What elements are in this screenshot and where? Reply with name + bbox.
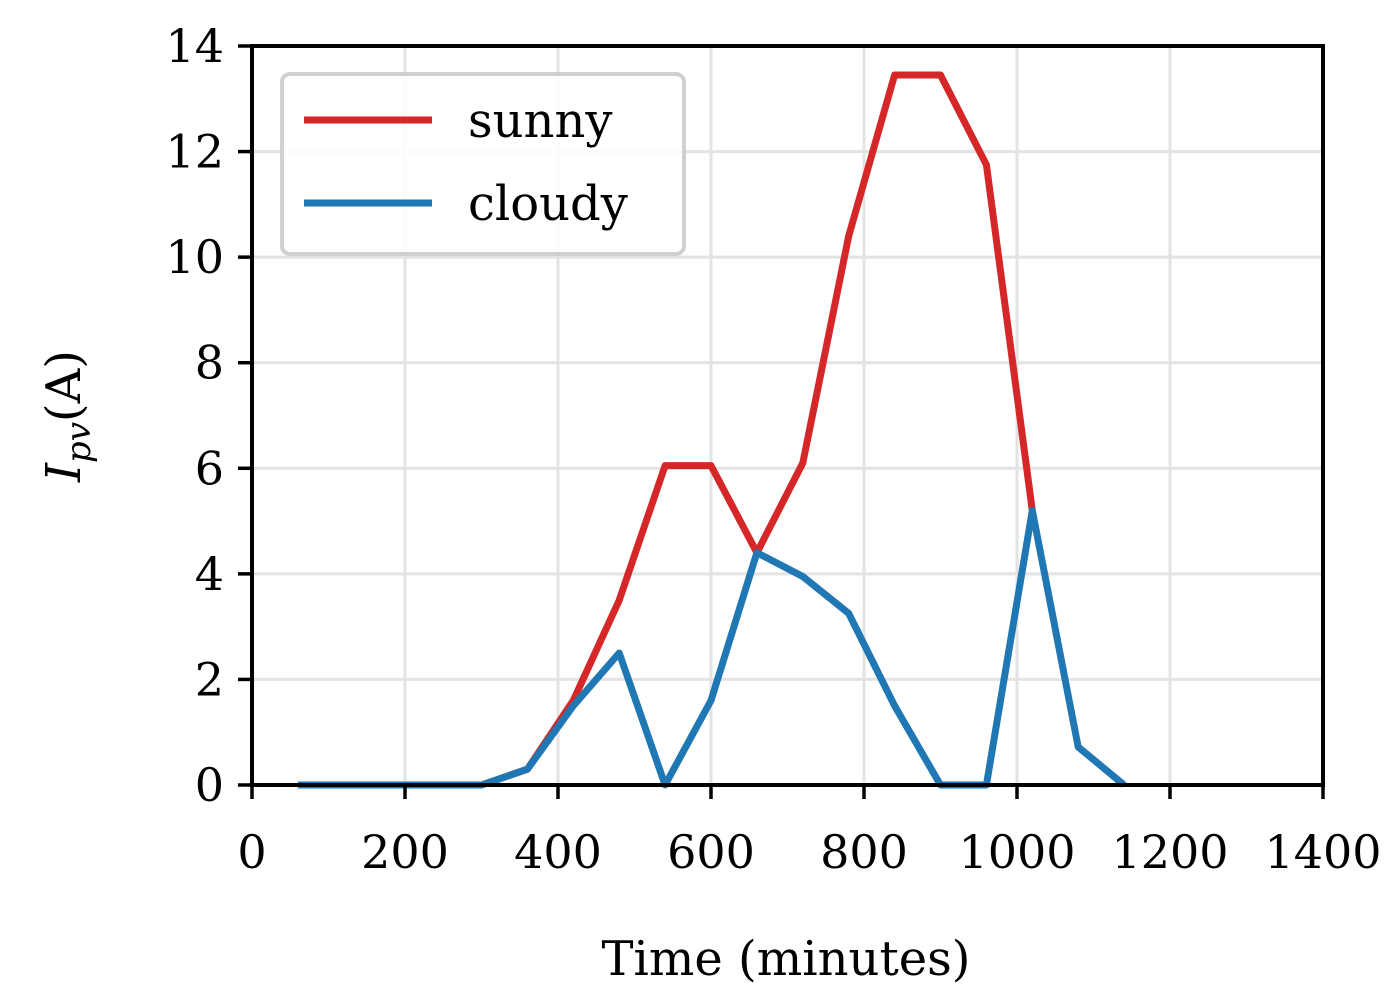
y-tick-label: 4 [195, 547, 224, 601]
legend-label-sunny: sunny [468, 93, 613, 149]
x-tick-label: 1200 [1111, 825, 1228, 879]
plot-frame [250, 44, 1325, 787]
y-tick-label: 6 [195, 441, 224, 495]
x-axis-title: Time (minutes) [601, 931, 970, 987]
x-tick-label: 1000 [958, 825, 1075, 879]
x-tick-label: 1400 [1264, 825, 1381, 879]
x-tick-label: 200 [361, 825, 449, 879]
y-tick-label: 12 [165, 125, 224, 179]
y-tick-label: 10 [165, 230, 224, 284]
y-tick-label: 2 [195, 652, 224, 706]
y-tick-label: 8 [195, 336, 224, 390]
x-tick-label: 600 [667, 825, 755, 879]
y-tick-label: 14 [165, 19, 224, 73]
legend: sunny cloudy [280, 72, 686, 256]
y-axis-title-main: I [36, 462, 92, 483]
y-axis-title-subscript: pv [59, 422, 99, 463]
x-tick-label: 400 [514, 825, 602, 879]
y-axis-title-unit: (A) [36, 350, 92, 422]
x-tick-label: 800 [820, 825, 908, 879]
y-axis-title: Ipv(A) [36, 350, 99, 483]
x-tick-label: 0 [237, 825, 266, 879]
legend-label-cloudy: cloudy [468, 176, 628, 232]
axis-ticks: 0 200 400 600 800 1000 1200 1400 0 2 4 6 8 10 12 14 [165, 19, 1381, 879]
y-tick-label: 0 [195, 758, 224, 812]
